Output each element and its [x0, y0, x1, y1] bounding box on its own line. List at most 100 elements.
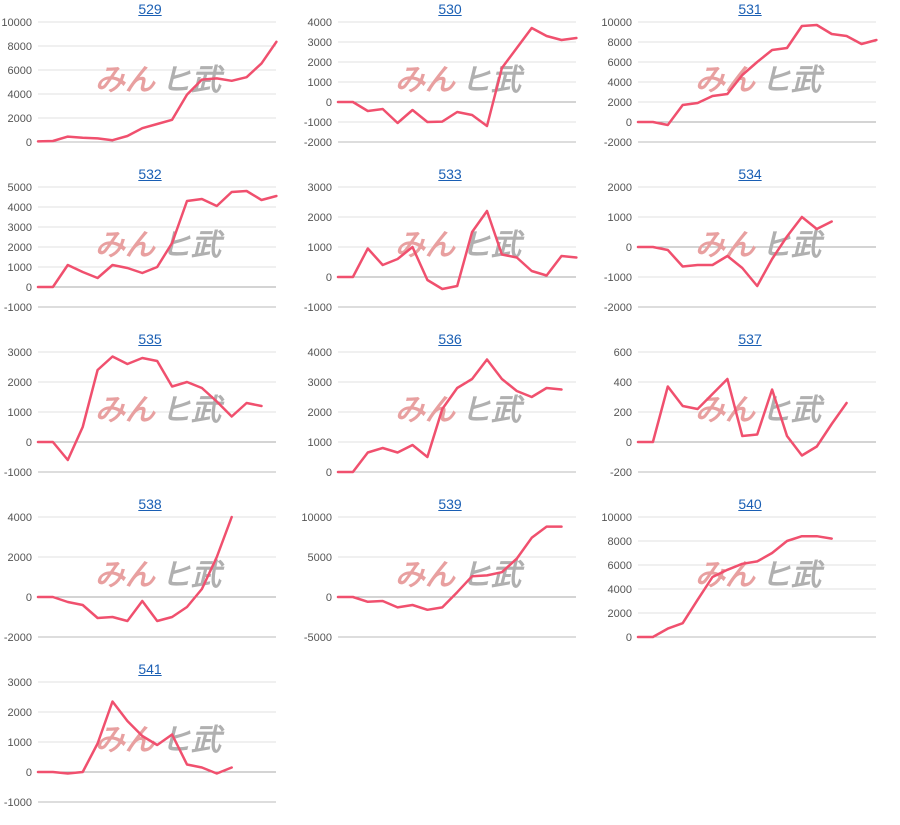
chart-panel: -5000 0 5000 10000 みん ヒ武 539 [300, 495, 600, 660]
y-tick-label: 600 [614, 347, 632, 359]
chart-panel: 0 1000 2000 3000 4000 みん ヒ武 536 [300, 330, 600, 495]
chart-title-link[interactable]: 532 [138, 166, 162, 182]
chart-title-link[interactable]: 540 [738, 496, 762, 512]
y-tick-label: 0 [626, 117, 632, 129]
y-tick-label: -2000 [4, 632, 32, 644]
y-tick-label: -2000 [604, 137, 632, 149]
chart-svg: 0 2000 4000 6000 8000 10000 みん ヒ武 [1, 17, 278, 149]
y-tick-label: 1000 [8, 407, 32, 419]
watermark-logo: みん ヒ武 [95, 393, 225, 428]
chart-panel: -2000 -1000 0 1000 2000 みん ヒ武 534 [600, 165, 900, 330]
y-tick-label: -1000 [4, 797, 32, 809]
chart-title-link[interactable]: 534 [738, 166, 762, 182]
chart-panel: -2000 -1000 0 1000 2000 3000 4000 みん ヒ武 530 [300, 0, 600, 165]
series-line [36, 515, 233, 623]
y-tick-label: 10000 [301, 512, 332, 524]
y-tick-label: 1000 [308, 437, 332, 449]
y-tick-label: 5000 [308, 552, 332, 564]
chart-panel: -1000 0 1000 2000 3000 みん ヒ武 541 [0, 660, 300, 825]
y-tick-label: 2000 [308, 212, 332, 224]
y-tick-label: 0 [326, 272, 332, 284]
chart-title-link[interactable]: 541 [138, 661, 162, 677]
y-tick-label: 4000 [8, 202, 32, 214]
y-tick-label: 200 [614, 407, 632, 419]
y-tick-label: 4000 [308, 17, 332, 29]
chart-svg: -2000 0 2000 4000 6000 8000 10000 みん ヒ武 [601, 17, 878, 149]
chart-title-link[interactable]: 530 [438, 1, 462, 17]
y-tick-label: 0 [326, 467, 332, 479]
watermark-logo: みん ヒ武 [395, 228, 525, 263]
y-tick-label: -5000 [304, 632, 332, 644]
series-line [636, 23, 878, 127]
y-tick-label: 6000 [608, 560, 632, 572]
watermark-logo: みん ヒ武 [695, 228, 825, 263]
y-tick-label: 5000 [8, 182, 32, 194]
y-tick-label: 3000 [8, 347, 32, 359]
y-tick-label: -1000 [4, 467, 32, 479]
y-tick-label: 4000 [8, 89, 32, 101]
chart-title-link[interactable]: 538 [138, 496, 162, 512]
chart-svg: 0 1000 2000 3000 4000 みん ヒ武 [308, 347, 576, 479]
y-tick-label: 1000 [8, 737, 32, 749]
y-tick-label: 1000 [308, 242, 332, 254]
y-tick-label: 2000 [608, 97, 632, 109]
series-line [36, 40, 278, 143]
chart-title-link[interactable]: 536 [438, 331, 462, 347]
y-tick-label: 6000 [608, 57, 632, 69]
y-tick-label: 2000 [8, 377, 32, 389]
watermark-logo: みん ヒ武 [395, 63, 525, 98]
watermark-logo: みん ヒ武 [95, 558, 225, 593]
y-tick-label: -2000 [304, 137, 332, 149]
y-tick-label: -1000 [304, 117, 332, 129]
y-tick-label: 4000 [608, 77, 632, 89]
y-tick-label: 0 [26, 137, 32, 149]
y-tick-label: 1000 [608, 212, 632, 224]
chart-title-link[interactable]: 533 [438, 166, 462, 182]
chart-title-link[interactable]: 529 [138, 1, 162, 17]
y-tick-label: 3000 [308, 182, 332, 194]
y-tick-label: 10000 [601, 512, 632, 524]
chart-svg: -2000 -1000 0 1000 2000 3000 4000 みん ヒ武 [304, 17, 578, 149]
chart-title-link[interactable]: 535 [138, 331, 162, 347]
y-tick-label: 400 [614, 377, 632, 389]
chart-svg: -1000 0 1000 2000 3000 みん ヒ武 [4, 347, 276, 479]
chart-panel: -2000 0 2000 4000 6000 8000 10000 みん ヒ武 531 [600, 0, 900, 165]
y-tick-label: 10000 [601, 17, 632, 29]
y-tick-label: 2000 [308, 57, 332, 69]
y-tick-label: 3000 [8, 677, 32, 689]
chart-title-link[interactable]: 539 [438, 496, 462, 512]
series-line [636, 215, 833, 288]
y-tick-label: 1000 [8, 262, 32, 274]
y-tick-label: 4000 [608, 584, 632, 596]
y-tick-label: 8000 [608, 37, 632, 49]
y-tick-label: 0 [326, 97, 332, 109]
y-tick-label: 0 [26, 282, 32, 294]
watermark-logo: みん ヒ武 [395, 558, 525, 593]
y-tick-label: -200 [610, 467, 632, 479]
y-tick-label: 8000 [8, 41, 32, 53]
y-tick-label: 2000 [608, 182, 632, 194]
y-tick-label: 3000 [308, 377, 332, 389]
y-tick-label: 2000 [8, 113, 32, 125]
chart-title-link[interactable]: 531 [738, 1, 762, 17]
chart-panel: 0 2000 4000 6000 8000 10000 みん ヒ武 540 [600, 495, 900, 660]
chart-panel: -2000 0 2000 4000 みん ヒ武 538 [0, 495, 300, 660]
y-tick-label: 6000 [8, 65, 32, 77]
watermark-logo: みん ヒ武 [95, 63, 225, 98]
chart-svg: -200 0 200 400 600 みん ヒ武 [610, 347, 876, 479]
y-tick-label: 1000 [308, 77, 332, 89]
y-tick-label: 0 [626, 242, 632, 254]
chart-panel: -1000 0 1000 2000 3000 みん ヒ武 535 [0, 330, 300, 495]
watermark-logo: みん ヒ武 [695, 558, 825, 593]
y-tick-label: -1000 [604, 272, 632, 284]
y-tick-label: 10000 [1, 17, 32, 29]
chart-svg: 0 2000 4000 6000 8000 10000 みん ヒ武 [601, 512, 876, 644]
chart-title-link[interactable]: 537 [738, 331, 762, 347]
y-tick-label: -1000 [304, 302, 332, 314]
y-tick-label: 0 [626, 437, 632, 449]
y-tick-label: 2000 [8, 242, 32, 254]
y-tick-label: 2000 [308, 407, 332, 419]
y-tick-label: 0 [26, 767, 32, 779]
chart-panel: 0 2000 4000 6000 8000 10000 みん ヒ武 529 [0, 0, 300, 165]
